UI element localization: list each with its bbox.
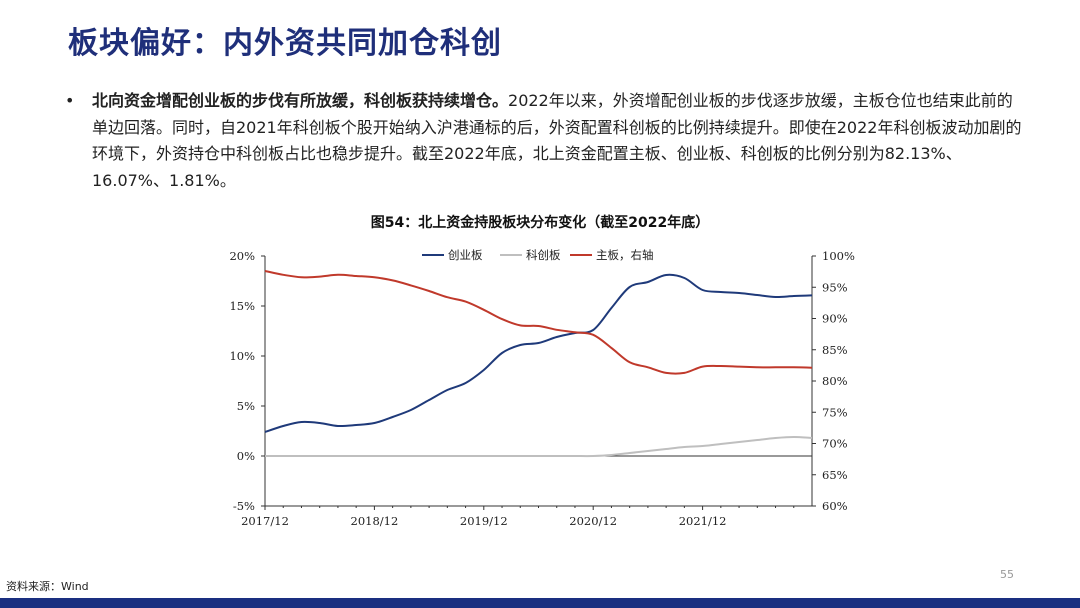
left-tick-label: 10%	[229, 349, 255, 363]
right-tick-label: 100%	[822, 249, 855, 263]
right-tick-label: 75%	[822, 405, 848, 419]
page-number: 55	[1000, 568, 1014, 581]
bullet-paragraph: • 北向资金增配创业板的步伐有所放缓，科创板获持续增仓。2022年以来，外资增配…	[65, 88, 1026, 194]
left-tick-label: 0%	[237, 449, 255, 463]
bullet-body: 2022年以来，外资增配创业板的步伐逐步放缓，主板仓位也结束此前的单边回落。同时…	[92, 91, 1022, 190]
series-zhuban-line	[264, 270, 813, 375]
page-title: 板块偏好：内外资共同加仓科创	[68, 26, 502, 61]
legend-zhuban-label: 主板，右轴	[596, 248, 654, 262]
x-tick-label: 2021/12	[679, 514, 727, 528]
right-tick-label: 65%	[822, 468, 848, 482]
x-tick-label: 2019/12	[460, 514, 508, 528]
source-note: 资料来源：Wind	[6, 580, 89, 593]
bullet-text: 北向资金增配创业板的步伐有所放缓，科创板获持续增仓。2022年以来，外资增配创业…	[92, 88, 1026, 194]
right-tick-label: 85%	[822, 343, 848, 357]
bullet-dot: •	[65, 91, 75, 110]
right-tick-label: 70%	[822, 437, 848, 451]
x-tick-label: 2017/12	[241, 514, 289, 528]
chart-title: 图54：北上资金持股板块分布变化（截至2022年底）	[370, 215, 710, 231]
right-tick-label: 60%	[822, 499, 848, 513]
right-tick-label: 80%	[822, 374, 848, 388]
legend-chuangye-label: 创业板	[448, 248, 483, 262]
left-tick-label: 5%	[237, 399, 255, 413]
left-tick-label: 20%	[229, 249, 255, 263]
left-tick-label: -5%	[233, 499, 255, 513]
right-tick-label: 95%	[822, 280, 848, 294]
legend-kechuang-label: 科创板	[526, 248, 561, 262]
x-tick-label: 2018/12	[351, 514, 399, 528]
bullet-bold-lead: 北向资金增配创业板的步伐有所放缓，科创板获持续增仓。	[92, 91, 509, 110]
bottom-bar	[0, 598, 1080, 608]
right-tick-label: 90%	[822, 312, 848, 326]
series-chuangye-line	[264, 273, 813, 433]
series-kechuang-line	[265, 435, 813, 458]
left-tick-label: 15%	[229, 299, 255, 313]
x-tick-label: 2020/12	[569, 514, 617, 528]
